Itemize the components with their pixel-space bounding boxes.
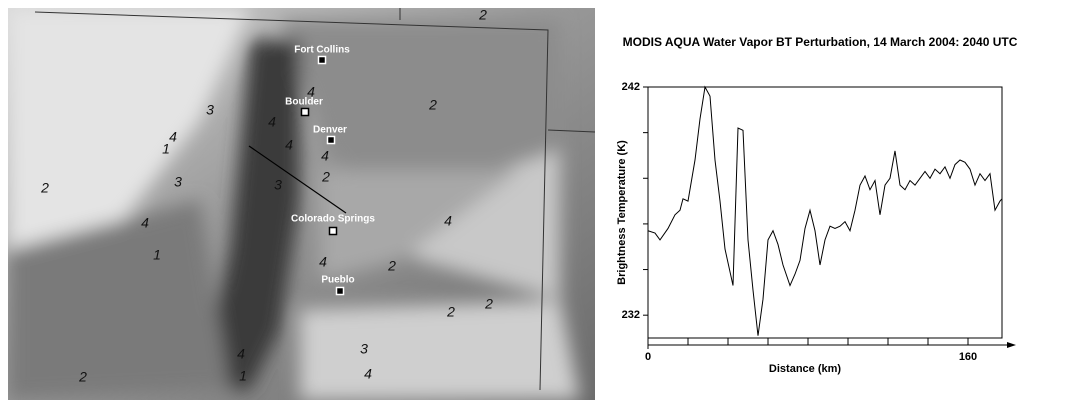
contour-label: 4 [321,148,329,164]
contour-label: 3 [174,174,182,190]
contour-label: 2 [478,7,487,23]
contour-label: 1 [162,141,170,157]
chart-title: MODIS AQUA Water Vapor BT Perturbation, … [623,35,1018,49]
contour-label: 3 [274,177,282,193]
contour-label: 2 [40,180,49,196]
contour-label: 4 [268,114,276,130]
plot-frame [648,87,1002,338]
contour-label: 2 [387,258,396,274]
city-label: Denver [313,125,347,136]
contour-label: 4 [364,366,372,382]
x-axis-label: Distance (km) [769,363,841,375]
contour-label: 4 [169,129,177,145]
y-tick-label: 242 [622,81,640,93]
city-marker [330,228,337,235]
x-axis-arrowhead [1007,342,1016,348]
contour-label: 4 [444,213,452,229]
contour-label: 2 [484,296,493,312]
contour-label: 4 [285,137,293,153]
contour-label: 1 [239,368,247,384]
y-axis-label: Brightness Temperature (K) [616,140,628,285]
contour-label: 3 [360,341,368,357]
contour-label: 4 [307,84,315,100]
city-label: Pueblo [321,275,354,286]
contour-label: 4 [237,346,245,362]
city-marker [319,57,326,64]
contour-label: 2 [428,97,437,113]
contour-label: 1 [153,247,161,263]
satellite-image: Fort Collins Boulder Denver Colorado Spring… [8,7,595,400]
contour-label: 4 [141,215,149,231]
contour-label: 3 [206,102,214,118]
contour-label: 4 [319,254,327,270]
contour-label: 2 [78,369,87,385]
contour-label: 2 [321,169,330,185]
contour-label: 2 [446,304,455,320]
city-marker [328,137,335,144]
city-label: Boulder [285,97,323,108]
data-line [648,87,1002,336]
x-tick-label: 160 [959,351,977,363]
city-marker [337,288,344,295]
x-tick-label: 0 [645,351,651,363]
city-label: Colorado Springs [291,214,375,225]
y-tick-label: 232 [622,309,640,321]
city-label: Fort Collins [294,45,350,56]
figure: Fort Collins Boulder Denver Colorado Spring… [0,0,1066,402]
city-marker [302,109,309,116]
